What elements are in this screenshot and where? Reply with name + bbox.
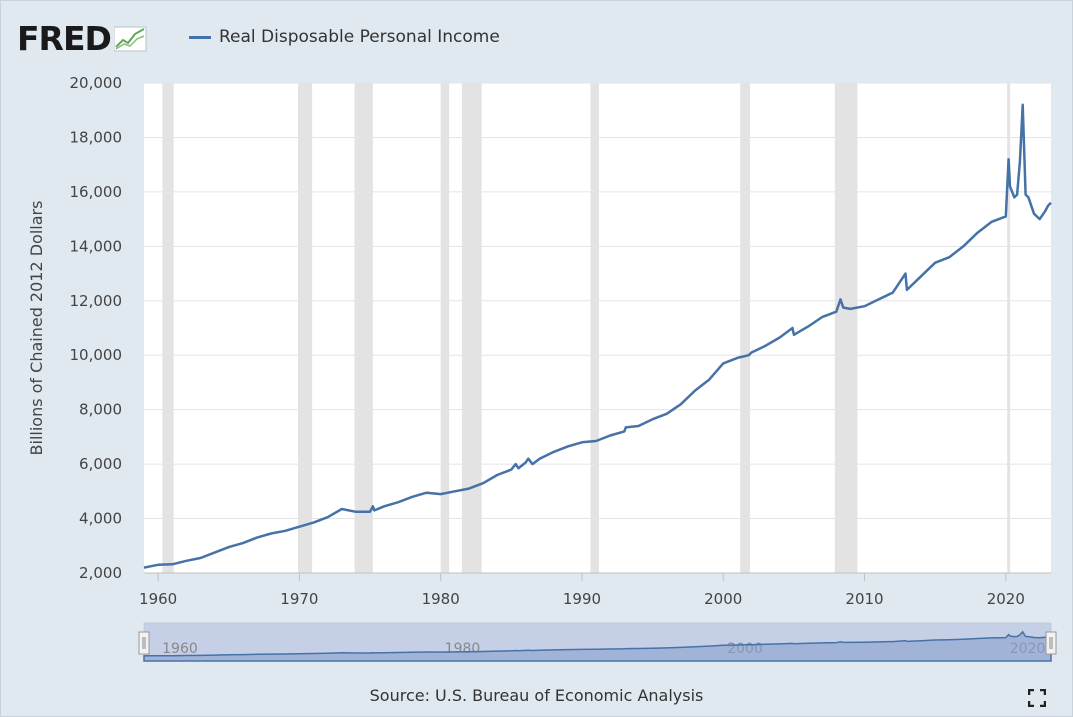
series-line xyxy=(143,103,1052,569)
recession-band xyxy=(162,83,174,573)
recession-band xyxy=(740,83,751,573)
navigator-handle-right[interactable] xyxy=(1045,631,1057,655)
y-tick-label: 4,000 xyxy=(79,510,122,528)
legend-swatch xyxy=(189,35,211,39)
recession-band xyxy=(461,83,482,573)
y-tick-label: 16,000 xyxy=(70,183,123,201)
x-tick-label: 1970 xyxy=(280,590,318,608)
x-tick-label: 1980 xyxy=(422,590,460,608)
fred-logo[interactable]: FRED xyxy=(17,19,148,59)
recession-band xyxy=(297,83,313,573)
x-tick-label: 1960 xyxy=(139,590,177,608)
recession-band xyxy=(834,83,858,573)
y-tick-label: 14,000 xyxy=(70,237,123,255)
legend[interactable]: Real Disposable Personal Income xyxy=(189,27,500,47)
range-navigator[interactable]: 1960198020002020 xyxy=(138,622,1057,662)
navigator-label: 1960 xyxy=(162,641,198,657)
legend-label: Real Disposable Personal Income xyxy=(219,27,500,47)
y-tick-label: 8,000 xyxy=(79,401,122,419)
source-note: Source: U.S. Bureau of Economic Analysis xyxy=(369,686,704,705)
recession-band xyxy=(590,83,599,573)
x-tick-label: 2000 xyxy=(704,590,742,608)
logo-text: FRED xyxy=(17,19,112,58)
navigator-handle-left[interactable] xyxy=(138,631,150,655)
y-tick-label: 18,000 xyxy=(70,128,123,146)
line-chart-icon xyxy=(113,26,147,52)
recession-band xyxy=(354,83,373,573)
y-axis-label: Billions of Chained 2012 Dollars xyxy=(27,201,46,456)
navigator-series-line xyxy=(143,630,1052,662)
y-tick-label: 10,000 xyxy=(70,346,123,364)
y-tick-label: 20,000 xyxy=(70,74,123,92)
x-tick-label: 1990 xyxy=(563,590,601,608)
gridlines xyxy=(144,82,1051,574)
y-tick-label: 6,000 xyxy=(79,455,122,473)
x-axis-ticks: 1960 1970 1980 1990 2000 2010 2020 xyxy=(139,573,1025,608)
y-tick-label: 2,000 xyxy=(79,564,122,582)
recession-band xyxy=(1007,83,1011,573)
x-tick-label: 2020 xyxy=(987,590,1025,608)
x-tick-label: 2010 xyxy=(845,590,883,608)
recession-band xyxy=(440,83,450,573)
y-axis-ticks: 2,000 4,000 6,000 8,000 10,000 12,000 14,000 16… xyxy=(70,74,123,582)
recession-bands xyxy=(162,83,1011,573)
fullscreen-icon[interactable] xyxy=(1028,689,1046,707)
y-tick-label: 12,000 xyxy=(70,292,123,310)
